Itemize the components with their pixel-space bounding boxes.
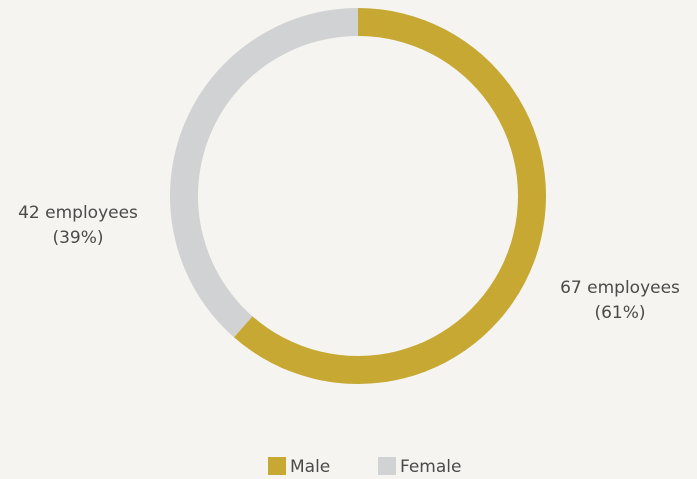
donut-slice [233, 8, 546, 385]
legend-label: Male [290, 457, 330, 477]
legend-swatch [378, 457, 396, 475]
legend-label: Female [400, 457, 461, 477]
share-label: (39%) [52, 228, 103, 248]
donut-slice [169, 8, 358, 338]
value-label: 42 employees [18, 203, 138, 223]
value-label: 67 employees [560, 278, 680, 298]
legend-swatch [268, 457, 286, 475]
share-label: (61%) [594, 303, 645, 323]
